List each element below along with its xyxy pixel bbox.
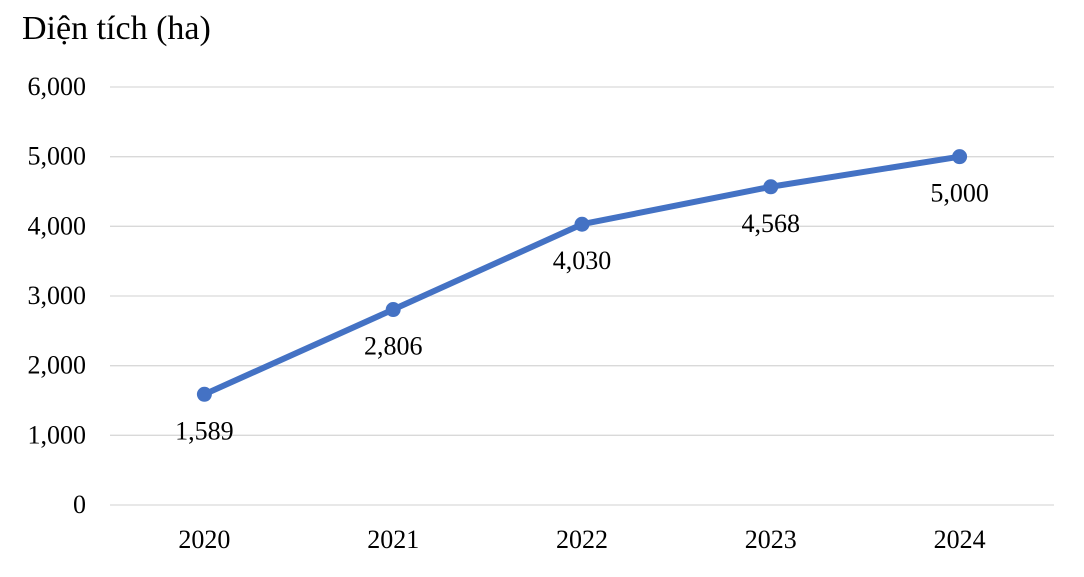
x-tick-label: 2024 bbox=[934, 525, 986, 554]
data-label: 4,568 bbox=[742, 209, 801, 238]
x-tick-label: 2020 bbox=[178, 525, 230, 554]
data-point bbox=[574, 216, 590, 232]
data-point bbox=[763, 179, 779, 195]
data-point bbox=[196, 386, 212, 402]
y-tick-label: 2,000 bbox=[28, 351, 87, 380]
x-tick-label: 2021 bbox=[367, 525, 419, 554]
data-label: 4,030 bbox=[553, 246, 612, 275]
y-tick-label: 0 bbox=[73, 490, 86, 519]
series-line bbox=[201, 153, 963, 398]
y-tick-label: 1,000 bbox=[28, 420, 87, 449]
data-point bbox=[385, 302, 401, 318]
y-tick-label: 6,000 bbox=[28, 72, 87, 101]
x-tick-label: 2022 bbox=[556, 525, 608, 554]
y-tick-label: 4,000 bbox=[28, 211, 87, 240]
y-axis-title: Diện tích (ha) bbox=[22, 10, 211, 47]
data-label: 5,000 bbox=[930, 179, 989, 208]
x-tick-label: 2023 bbox=[745, 525, 797, 554]
data-point bbox=[952, 149, 968, 165]
data-label: 1,589 bbox=[175, 416, 234, 445]
y-tick-label: 3,000 bbox=[28, 281, 87, 310]
data-label: 2,806 bbox=[364, 332, 423, 361]
y-tick-label: 5,000 bbox=[28, 142, 87, 171]
